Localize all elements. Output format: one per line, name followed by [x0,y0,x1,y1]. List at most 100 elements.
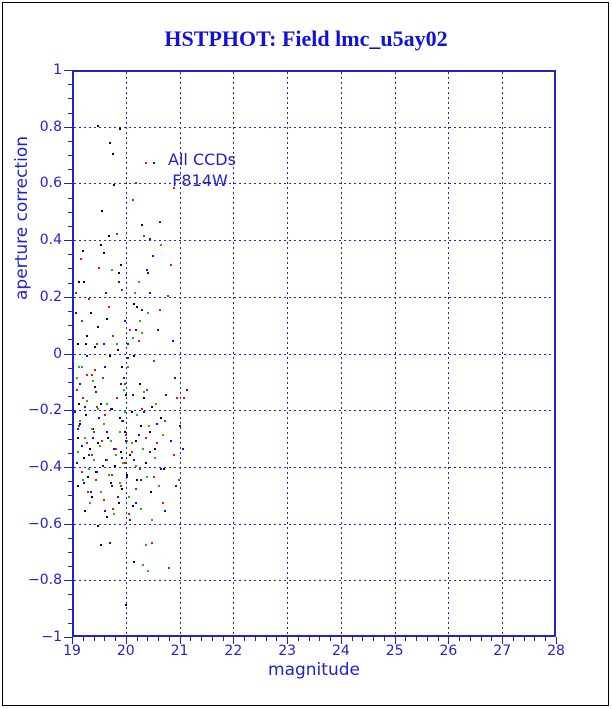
data-point [78,425,81,428]
y-minor-tick [68,481,72,483]
data-point [140,331,143,334]
data-point [76,377,79,380]
data-point [129,328,132,331]
data-point [90,490,93,493]
x-minor-tick [254,637,256,641]
x-minor-tick [211,637,213,641]
x-minor-tick [222,637,224,641]
data-point [78,382,81,385]
data-point [111,507,114,510]
data-point [146,269,149,272]
data-point [92,431,95,434]
data-point [81,470,84,473]
x-major-tick [287,637,289,644]
data-point [81,249,84,252]
data-point [159,309,162,312]
data-point [161,433,164,436]
data-point [135,306,138,309]
data-point [154,402,157,405]
data-point [127,513,130,516]
data-point [135,501,138,504]
x-major-tick [448,637,450,644]
data-point [134,487,137,490]
x-major-tick [502,637,504,644]
data-point [167,294,170,297]
data-point [116,343,119,346]
data-point [119,382,122,385]
x-minor-tick [416,637,418,641]
x-minor-tick [201,637,203,641]
x-minor-tick [491,637,493,641]
data-point [93,368,96,371]
data-point [100,439,103,442]
data-point [183,397,186,400]
data-point [106,317,109,320]
data-point [114,465,117,468]
y-tick-label: −1 [41,629,62,645]
data-point [97,524,100,527]
y-minor-tick [68,367,72,369]
data-point [117,496,120,499]
data-point [150,405,153,408]
data-point [150,490,153,493]
data-point [112,448,115,451]
data-point [106,402,109,405]
data-point [131,450,134,453]
x-tick-label: 20 [116,643,135,659]
data-point [114,453,117,456]
data-point [91,496,94,499]
data-point [100,209,103,212]
data-point [126,476,129,479]
x-minor-tick [308,637,310,641]
data-point [140,425,143,428]
x-minor-tick [534,637,536,641]
y-minor-tick [68,396,72,398]
y-tick-label: −0.8 [28,572,62,589]
data-point [134,181,137,184]
data-point [88,297,91,300]
y-minor-tick [68,509,72,511]
data-point [142,411,145,414]
data-point [104,414,107,417]
data-point [77,484,80,487]
y-tick-label: 0.6 [39,175,62,192]
data-point [116,397,119,400]
data-point [157,484,160,487]
data-point [90,374,93,377]
y-minor-tick [68,155,72,157]
data-point [112,184,115,187]
data-point [124,320,127,323]
data-point [121,487,124,490]
data-point [96,408,99,411]
y-minor-tick [68,452,72,454]
y-minor-tick [68,339,72,341]
data-point [173,187,176,190]
data-point [139,467,142,470]
data-point [109,408,112,411]
x-minor-tick [168,637,170,641]
data-point [153,456,156,459]
y-tick-label: 0.4 [39,232,62,249]
gridline-horizontal [74,580,554,582]
data-point [83,456,86,459]
data-point [90,453,93,456]
data-point [85,442,88,445]
y-minor-tick [68,225,72,227]
gridline-horizontal [74,240,554,242]
data-point [75,462,78,465]
data-point [140,408,143,411]
data-point [179,425,182,428]
data-point [161,501,164,504]
x-tick-label: 25 [385,643,404,659]
y-minor-tick [68,325,72,327]
data-point [110,408,113,411]
gridline-horizontal [74,353,554,355]
data-point [145,544,148,547]
data-point [74,411,77,414]
x-axis-label: magnitude [268,660,360,680]
data-point [104,365,107,368]
data-point [77,365,80,368]
y-minor-tick [68,84,72,86]
x-major-tick [125,637,127,644]
data-point [95,405,98,408]
